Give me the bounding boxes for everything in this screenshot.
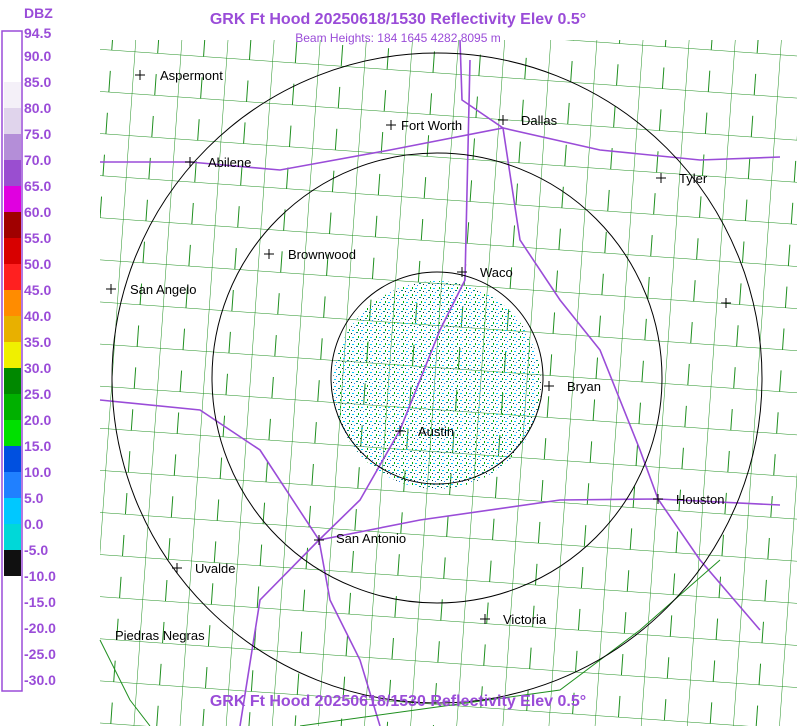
legend-swatch xyxy=(4,134,21,160)
range-ring xyxy=(330,271,544,485)
legend-swatch xyxy=(4,290,21,316)
legend-label: 35.0 xyxy=(24,334,51,350)
legend-label: -15.0 xyxy=(24,594,56,610)
legend-label: 20.0 xyxy=(24,412,51,428)
range-rings xyxy=(111,52,763,704)
city-label: Brownwood xyxy=(288,247,356,262)
legend-swatch xyxy=(4,212,21,238)
city-label: Fort Worth xyxy=(401,118,462,133)
legend-swatch xyxy=(4,108,21,134)
legend-label: -5.0 xyxy=(24,542,48,558)
legend-label: -25.0 xyxy=(24,646,56,662)
legend-label: 0.0 xyxy=(24,516,44,532)
city-label: Victoria xyxy=(503,612,547,627)
city-label: Dallas xyxy=(521,113,558,128)
highway xyxy=(239,59,471,726)
legend-swatch xyxy=(4,602,21,628)
legend-label: 50.0 xyxy=(24,256,51,272)
legend-label: 55.0 xyxy=(24,230,51,246)
legend-swatch xyxy=(4,238,21,264)
map: Aspermont Fort Worth Dallas Abilene Tyle… xyxy=(99,39,797,726)
legend-label: 75.0 xyxy=(24,126,51,142)
legend-swatch xyxy=(4,472,21,498)
legend-label: 60.0 xyxy=(24,204,51,220)
highway xyxy=(99,399,781,541)
echo-area xyxy=(360,295,500,405)
highway xyxy=(459,39,761,631)
legend-label: -10.0 xyxy=(24,568,56,584)
legend-label: 5.0 xyxy=(24,490,44,506)
highway xyxy=(318,539,381,726)
city-label: Waco xyxy=(480,265,513,280)
legend-swatch xyxy=(4,654,21,680)
legend-swatch xyxy=(4,33,21,56)
city-label: San Antonio xyxy=(336,531,406,546)
legend-swatch xyxy=(4,368,21,394)
legend-swatch xyxy=(4,524,21,550)
legend-label: 40.0 xyxy=(24,308,51,324)
city-label: Aspermont xyxy=(160,68,223,83)
footer-title: GRK Ft Hood 20250618/1530 Reflectivity E… xyxy=(210,693,586,710)
city-label: San Angelo xyxy=(130,282,197,297)
city-label: Houston xyxy=(676,492,724,507)
legend-label: 45.0 xyxy=(24,282,51,298)
city-label: Tyler xyxy=(679,171,708,186)
legend-swatch xyxy=(4,56,21,82)
city-label: Piedras Negras xyxy=(115,628,205,643)
legend-label: 90.0 xyxy=(24,48,51,64)
legend-label: 15.0 xyxy=(24,438,51,454)
city-cross xyxy=(106,70,731,624)
legend-label: 70.0 xyxy=(24,152,51,168)
legend-swatch xyxy=(4,446,21,472)
legend-unit: DBZ xyxy=(24,5,53,21)
legend-swatch xyxy=(4,186,21,212)
legend-swatch xyxy=(4,264,21,290)
legend-label: 10.0 xyxy=(24,464,51,480)
legend-swatch xyxy=(4,628,21,654)
city-label: Uvalde xyxy=(195,561,235,576)
legend-swatch xyxy=(4,82,21,108)
range-ring xyxy=(111,52,763,704)
subtitle: Beam Heights: 184 1645 4282 8095 m xyxy=(295,31,500,45)
legend-label: 85.0 xyxy=(24,74,51,90)
city-markers xyxy=(106,70,731,624)
legend-label: 30.0 xyxy=(24,360,51,376)
legend-label: 65.0 xyxy=(24,178,51,194)
color-legend: DBZ 94.5 90.0 85.0 80.0 75.0 70.0 65.0 60.0 55.0… xyxy=(1,5,56,692)
legend-swatch xyxy=(4,316,21,342)
legend-label: -30.0 xyxy=(24,672,56,688)
city-label: Abilene xyxy=(208,155,251,170)
legend-label: 25.0 xyxy=(24,386,51,402)
legend-swatch xyxy=(4,160,21,186)
title: GRK Ft Hood 20250618/1530 Reflectivity E… xyxy=(210,11,586,28)
city-labels: Aspermont Fort Worth Dallas Abilene Tyle… xyxy=(115,68,724,643)
city-label: Bryan xyxy=(567,379,601,394)
legend-label: 80.0 xyxy=(24,100,51,116)
range-ring xyxy=(211,152,663,604)
legend-swatch xyxy=(4,498,21,524)
legend-swatch xyxy=(4,550,21,576)
legend-swatch xyxy=(4,342,21,368)
legend-label: -20.0 xyxy=(24,620,56,636)
legend-label: 94.5 xyxy=(24,25,51,41)
city-label: Austin xyxy=(418,424,454,439)
legend-swatch xyxy=(4,420,21,446)
highway xyxy=(100,127,781,171)
coast-line xyxy=(99,559,721,726)
legend-swatch xyxy=(4,394,21,420)
legend-swatch xyxy=(4,576,21,602)
